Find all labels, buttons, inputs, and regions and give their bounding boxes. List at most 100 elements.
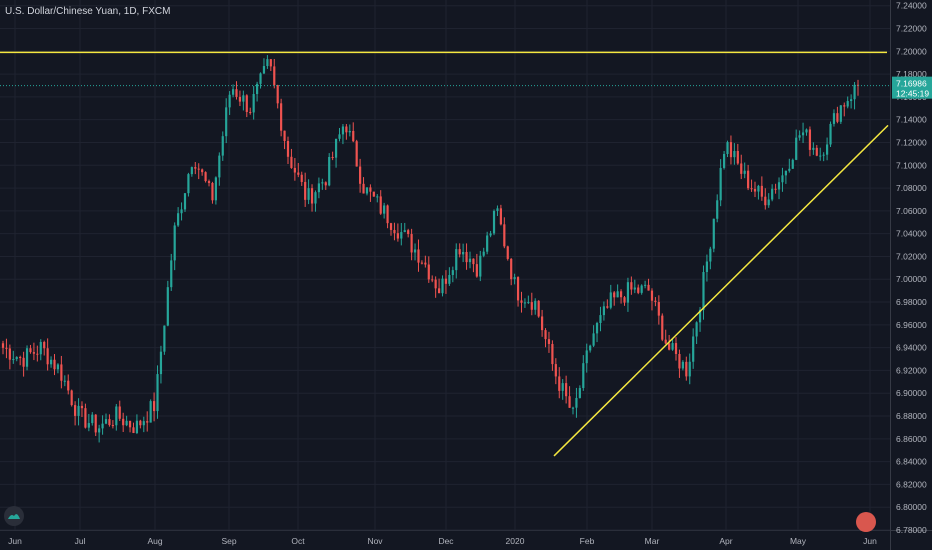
candle-body — [280, 103, 283, 131]
x-tick-label: 2020 — [506, 536, 525, 546]
tradingview-logo-icon[interactable] — [4, 506, 24, 526]
candle-body — [599, 315, 602, 324]
candle-body — [544, 330, 547, 340]
candle-body — [472, 258, 475, 265]
candle-body — [692, 336, 695, 362]
candle-body — [424, 262, 427, 265]
candle-body — [386, 205, 389, 224]
candle-body — [328, 156, 331, 186]
candle-body — [540, 316, 544, 331]
candle-body — [781, 175, 784, 183]
candle-body — [273, 66, 276, 86]
candle-body — [53, 359, 56, 370]
candle-body — [568, 396, 571, 408]
candle-body — [211, 182, 214, 201]
candle-body — [49, 359, 53, 365]
support-trendline — [553, 124, 889, 457]
candle-body — [314, 192, 317, 204]
candle-body — [225, 107, 228, 137]
candle-body — [523, 302, 527, 304]
candle-body — [654, 300, 657, 303]
candle-body — [510, 258, 513, 280]
candle-body — [293, 167, 296, 173]
candle-body — [269, 59, 272, 67]
candle-body — [111, 425, 114, 427]
candle-body — [619, 291, 623, 298]
candle-body — [84, 408, 87, 428]
candle-body — [554, 364, 557, 377]
candle-body — [678, 353, 681, 369]
candle-body — [637, 287, 640, 293]
candle-body — [304, 181, 307, 200]
candle-body — [825, 144, 829, 155]
candle-body — [300, 174, 303, 182]
candle-body — [80, 405, 84, 409]
candle-body — [32, 352, 36, 354]
candle-body — [25, 348, 29, 367]
x-tick-label: Jun — [863, 536, 877, 546]
candle-body — [259, 73, 262, 84]
candle-body — [77, 405, 80, 416]
candle-body — [475, 264, 478, 277]
candle-body — [551, 343, 554, 365]
candle-body — [609, 292, 612, 308]
candle-body — [63, 380, 66, 382]
candle-body — [70, 390, 73, 406]
y-tick-label: 7.02000 — [896, 251, 927, 261]
candle-body — [341, 126, 345, 135]
candle-body — [383, 205, 386, 214]
candle-body — [832, 113, 836, 124]
candle-body — [5, 347, 8, 349]
candle-body — [228, 94, 231, 108]
candle-body — [795, 137, 798, 160]
candle-body — [589, 345, 592, 351]
candle-body — [668, 343, 671, 350]
candle-body — [506, 246, 509, 259]
candle-body — [839, 105, 842, 122]
candle-body — [640, 285, 643, 293]
candle-body — [170, 260, 173, 288]
candle-body — [853, 84, 856, 100]
x-tick-label: Apr — [719, 536, 732, 546]
candle-body — [520, 300, 523, 303]
y-tick-label: 6.94000 — [896, 343, 927, 353]
candle-body — [537, 300, 540, 317]
candle-body — [400, 232, 403, 239]
candle-body — [757, 185, 760, 192]
candle-body — [331, 156, 334, 158]
candle-body — [352, 130, 355, 142]
candle-body — [104, 419, 108, 424]
candle-body — [142, 421, 145, 426]
candle-body — [516, 277, 520, 301]
candle-body — [221, 136, 224, 156]
candle-body — [43, 342, 46, 349]
candle-body — [819, 155, 822, 157]
user-avatar-icon[interactable] — [856, 512, 876, 532]
candle-body — [788, 168, 791, 171]
candle-body — [393, 229, 396, 234]
countdown-label: 12:45:19 — [896, 89, 929, 99]
candle-body — [29, 348, 32, 353]
candle-body — [15, 357, 18, 360]
candle-body — [389, 223, 393, 230]
y-tick-label: 7.00000 — [896, 274, 927, 284]
y-tick-label: 7.08000 — [896, 183, 927, 193]
candle-body — [812, 147, 815, 150]
candle-body — [527, 302, 530, 304]
candle-body — [777, 182, 781, 190]
candle-body — [784, 170, 787, 176]
candle-body — [499, 208, 502, 225]
candle-body — [197, 168, 200, 170]
candle-body — [774, 188, 777, 190]
candle-body — [376, 196, 379, 198]
candle-body — [613, 292, 616, 298]
candle-body — [22, 357, 25, 367]
candle-body — [750, 188, 753, 190]
candle-body — [218, 155, 221, 178]
candle-body — [403, 230, 406, 233]
candle-body — [815, 147, 818, 156]
y-tick-label: 6.86000 — [896, 434, 927, 444]
candle-body — [407, 230, 410, 235]
